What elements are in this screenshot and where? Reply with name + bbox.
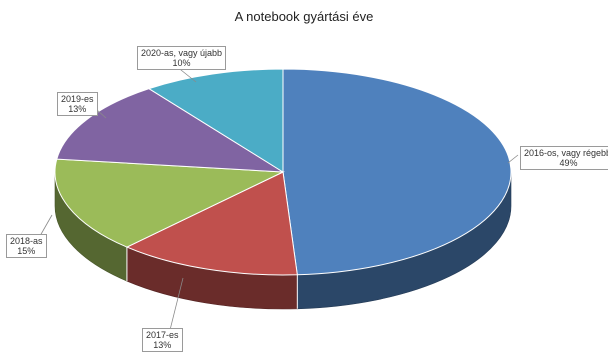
data-label-percent: 15% [17,246,36,256]
pie-slice-2016-or-older [282,68,512,276]
data-label-2018: 2018-as 15% [6,234,47,258]
chart-title: A notebook gyártási éve [234,9,374,24]
data-label-2019: 2019-es 13% [57,92,98,116]
pie-slice-2018 [54,158,285,248]
data-label-name: 2020-as, vagy újabb [141,48,223,58]
data-label-name: 2018-as [10,236,43,246]
pie-slice-2017 [125,171,298,276]
data-label-2016-or-older: 2016-os, vagy régebbi 49% [520,146,608,170]
data-label-percent: 10% [172,58,191,68]
data-label-percent: 49% [559,158,578,168]
data-label-percent: 13% [68,104,87,114]
data-label-name: 2019-es [61,94,94,104]
pie-slice-2020-or-newer [147,68,284,173]
data-label-percent: 13% [153,340,172,350]
data-label-name: 2017-es [146,330,179,340]
leader-line-2018 [39,214,53,237]
leader-line-2016-or-older [507,154,519,164]
pie-slice-2019 [56,88,284,173]
data-label-2020-or-newer: 2020-as, vagy újabb 10% [137,46,227,70]
leader-line-2017 [169,277,184,331]
data-label-name: 2016-os, vagy régebbi [524,148,608,158]
data-label-2017: 2017-es 13% [142,328,183,352]
